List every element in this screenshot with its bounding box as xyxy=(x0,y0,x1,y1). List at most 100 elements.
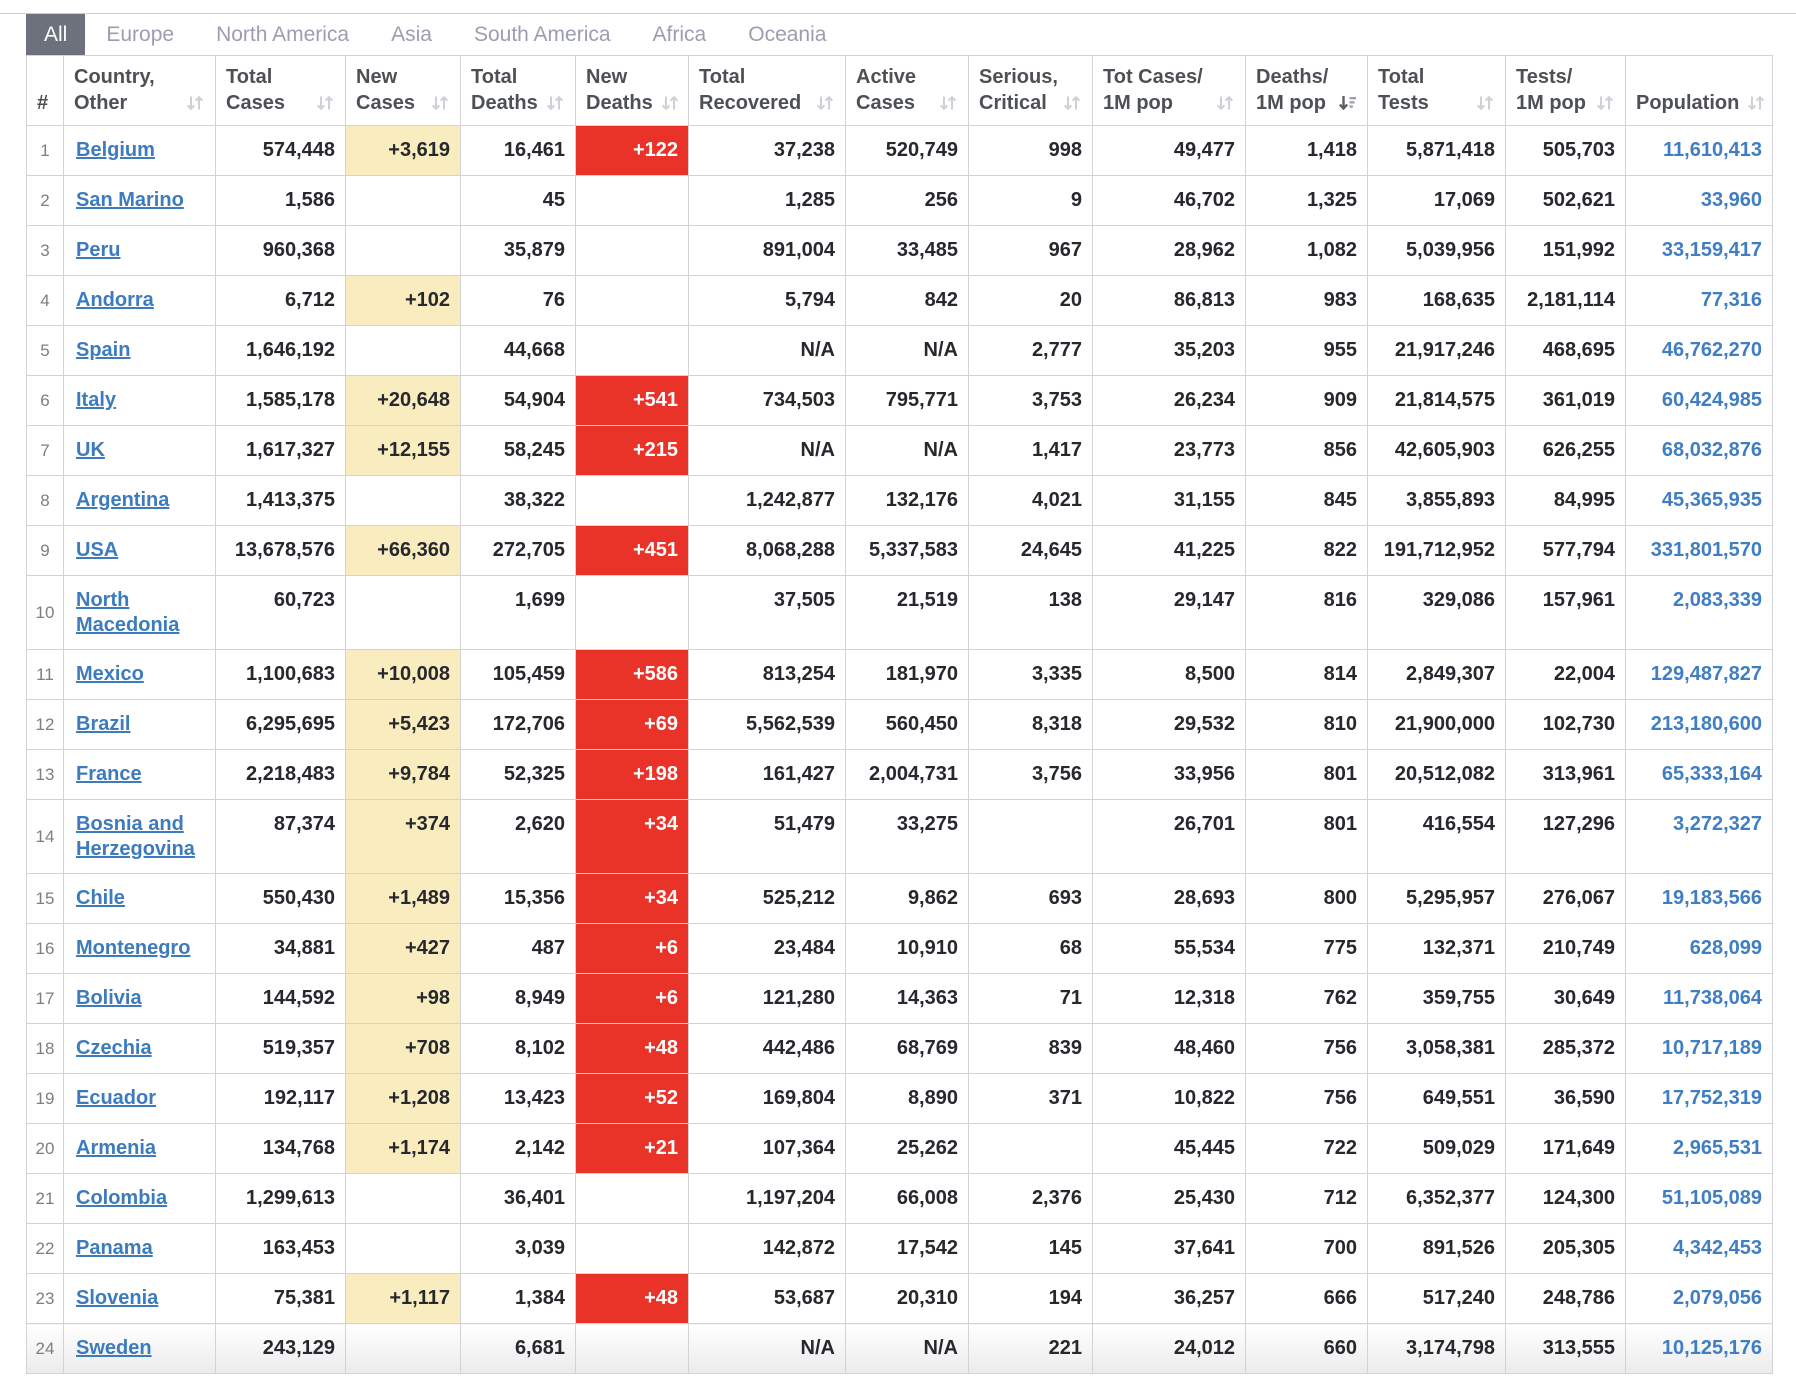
cell-new-cases: +20,648 xyxy=(345,375,461,426)
cell-new-cases xyxy=(345,475,461,526)
country-link-ecuador[interactable]: Ecuador xyxy=(76,1087,157,1109)
cell-country: Chile xyxy=(63,873,216,924)
cell-country: UK xyxy=(63,425,216,476)
country-link-spain[interactable]: Spain xyxy=(76,339,131,361)
country-link-andorra[interactable]: Andorra xyxy=(76,289,154,311)
country-link-mexico[interactable]: Mexico xyxy=(76,663,144,685)
col-header-total-deaths[interactable]: Total Deaths xyxy=(460,55,576,126)
country-link-brazil[interactable]: Brazil xyxy=(76,713,131,735)
cell-tot-cases-1m: 28,962 xyxy=(1092,225,1246,276)
col-header-country[interactable]: Country, Other xyxy=(63,55,216,126)
country-link-north-macedonia[interactable]: North Macedonia xyxy=(76,589,180,636)
col-header-total-cases[interactable]: Total Cases xyxy=(215,55,346,126)
cell-total-recovered: 8,068,288 xyxy=(688,525,846,576)
col-header-label: Recovered xyxy=(699,92,802,114)
cell-country: Brazil xyxy=(63,699,216,750)
country-link-france[interactable]: France xyxy=(76,763,142,785)
col-header-total-recovered[interactable]: Total Recovered xyxy=(688,55,846,126)
table-row: 24 Sweden 243,129 6,681 N/A N/A 221 24,012 660 3,… xyxy=(26,1323,1773,1374)
cell-rank: 14 xyxy=(26,799,64,874)
country-link-chile[interactable]: Chile xyxy=(76,887,125,909)
col-header-active-cases[interactable]: Active Cases xyxy=(845,55,969,126)
cell-total-tests: 649,551 xyxy=(1367,1073,1506,1124)
cell-serious-critical: 145 xyxy=(968,1223,1093,1274)
country-link-czechia[interactable]: Czechia xyxy=(76,1037,152,1059)
country-link-san-marino[interactable]: San Marino xyxy=(76,189,184,211)
tab-africa[interactable]: Africa xyxy=(652,22,707,46)
cell-serious-critical xyxy=(968,799,1093,874)
country-link-slovenia[interactable]: Slovenia xyxy=(76,1287,159,1309)
country-link-montenegro[interactable]: Montenegro xyxy=(76,937,191,959)
col-header-deaths-1m[interactable]: Deaths/1M pop xyxy=(1245,55,1368,126)
cell-country: Colombia xyxy=(63,1173,216,1224)
cell-total-deaths: 15,356 xyxy=(460,873,576,924)
tab-oceania[interactable]: Oceania xyxy=(748,22,827,46)
cell-total-deaths: 58,245 xyxy=(460,425,576,476)
cell-country: North Macedonia xyxy=(63,575,216,650)
cell-total-deaths: 1,699 xyxy=(460,575,576,650)
cell-new-deaths xyxy=(575,575,689,650)
covid-stats-table-wrap: # Country, Other Total Cases New Cases Total Dea… xyxy=(26,55,1773,1374)
cell-total-tests: 5,295,957 xyxy=(1367,873,1506,924)
cell-new-deaths xyxy=(575,325,689,376)
cell-deaths-1m: 856 xyxy=(1245,425,1368,476)
cell-total-deaths: 2,142 xyxy=(460,1123,576,1174)
tab-north-america[interactable]: North America xyxy=(216,22,350,46)
country-link-sweden[interactable]: Sweden xyxy=(76,1337,152,1359)
cell-new-deaths: +21 xyxy=(575,1123,689,1174)
country-link-italy[interactable]: Italy xyxy=(76,389,117,411)
col-header-tests-1m[interactable]: Tests/1M pop xyxy=(1505,55,1626,126)
cell-rank: 20 xyxy=(26,1123,64,1174)
table-row: 10 North Macedonia 60,723 1,699 37,505 21,519… xyxy=(26,575,1773,650)
cell-country: Andorra xyxy=(63,275,216,326)
cell-tot-cases-1m: 25,430 xyxy=(1092,1173,1246,1224)
tab-europe[interactable]: Europe xyxy=(106,22,175,46)
country-link-bolivia[interactable]: Bolivia xyxy=(76,987,142,1009)
country-link-peru[interactable]: Peru xyxy=(76,239,121,261)
cell-active-cases: 842 xyxy=(845,275,969,326)
col-header-label: Tests xyxy=(1378,92,1429,114)
cell-country: Sweden xyxy=(63,1323,216,1374)
cell-new-deaths: +541 xyxy=(575,375,689,426)
cell-total-recovered: 37,238 xyxy=(688,125,846,176)
cell-serious-critical: 839 xyxy=(968,1023,1093,1074)
cell-new-deaths xyxy=(575,1223,689,1274)
tab-all[interactable]: All xyxy=(26,14,86,55)
cell-deaths-1m: 762 xyxy=(1245,973,1368,1024)
country-link-colombia[interactable]: Colombia xyxy=(76,1187,168,1209)
col-header-serious-critical[interactable]: Serious, Critical xyxy=(968,55,1093,126)
cell-country: Czechia xyxy=(63,1023,216,1074)
cell-new-deaths: +6 xyxy=(575,923,689,974)
cell-active-cases: 25,262 xyxy=(845,1123,969,1174)
tab-asia[interactable]: Asia xyxy=(391,22,432,46)
col-header-population[interactable]: Population xyxy=(1625,55,1773,126)
cell-total-recovered: 23,484 xyxy=(688,923,846,974)
cell-tests-1m: 505,703 xyxy=(1505,125,1626,176)
country-link-panama[interactable]: Panama xyxy=(76,1237,153,1259)
col-header-total-tests[interactable]: Total Tests xyxy=(1367,55,1506,126)
country-link-argentina[interactable]: Argentina xyxy=(76,489,170,511)
cell-serious-critical: 3,335 xyxy=(968,649,1093,700)
cell-total-tests: 509,029 xyxy=(1367,1123,1506,1174)
cell-serious-critical: 71 xyxy=(968,973,1093,1024)
cell-active-cases: 2,004,731 xyxy=(845,749,969,800)
country-link-armenia[interactable]: Armenia xyxy=(76,1137,157,1159)
col-header-new-cases[interactable]: New Cases xyxy=(345,55,461,126)
country-link-usa[interactable]: USA xyxy=(76,539,119,561)
cell-tests-1m: 313,555 xyxy=(1505,1323,1626,1374)
tab-south-america[interactable]: South America xyxy=(473,22,611,46)
col-header-tot-cases-1m[interactable]: Tot Cases/1M pop xyxy=(1092,55,1246,126)
country-link-belgium[interactable]: Belgium xyxy=(76,139,155,161)
country-link-bosnia-and-herzegovina[interactable]: Bosnia and Herzegovina xyxy=(76,813,195,860)
cell-deaths-1m: 814 xyxy=(1245,649,1368,700)
country-link-uk[interactable]: UK xyxy=(76,439,105,461)
cell-deaths-1m: 800 xyxy=(1245,873,1368,924)
cell-new-cases: +1,208 xyxy=(345,1073,461,1124)
col-header-label: 1M pop xyxy=(1256,92,1326,114)
cell-population: 68,032,876 xyxy=(1625,425,1773,476)
cell-total-recovered: 813,254 xyxy=(688,649,846,700)
cell-deaths-1m: 955 xyxy=(1245,325,1368,376)
cell-tests-1m: 36,590 xyxy=(1505,1073,1626,1124)
cell-new-cases xyxy=(345,325,461,376)
col-header-new-deaths[interactable]: New Deaths xyxy=(575,55,689,126)
